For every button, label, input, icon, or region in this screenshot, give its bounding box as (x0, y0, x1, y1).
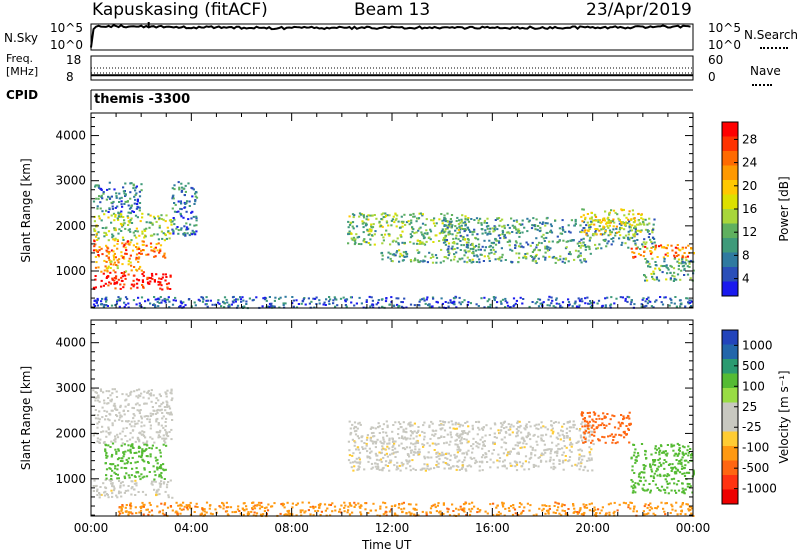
velocity-colorbar-swatch (722, 344, 738, 360)
date-title: 23/Apr/2019 (586, 0, 692, 20)
velocity-panel-frame (90, 319, 694, 517)
freq-label-line1: Freq. (6, 52, 34, 65)
noise-right-tick-bottom: 10^0 (708, 38, 741, 52)
velocity-colorbar-swatch (722, 402, 738, 418)
velocity-colorbar-label: Velocity [m s⁻¹] (777, 370, 791, 463)
velocity-colorbar-swatch (722, 417, 738, 432)
y-tick-label: 3000 (55, 174, 86, 188)
power-colorbar-swatch (722, 238, 738, 253)
velocity-colorbar-tick-label: -25 (742, 420, 762, 434)
velocity-colorbar-swatch (722, 446, 738, 461)
noise-right-tick-top: 10^5 (708, 21, 741, 35)
velocity-colorbar-swatch (722, 475, 738, 490)
nave-label: Nave (750, 64, 781, 78)
power-colorbar-tick-label: 8 (742, 248, 750, 262)
y-tick-label: 2000 (55, 219, 86, 233)
nave-dotted-line (752, 84, 772, 86)
power-colorbar-swatch (722, 209, 738, 224)
y-tick-label: 2000 (55, 426, 86, 440)
noise-left-tick-bottom: 10^0 (50, 38, 83, 52)
power-colorbar-swatch (722, 180, 738, 195)
freq-tick-bottom: 8 (66, 70, 74, 84)
velocity-colorbar-swatch (722, 388, 738, 403)
x-tick-label: 04:00 (174, 521, 209, 535)
power-colorbar-tick-label: 4 (742, 272, 750, 286)
velocity-colorbar-frame (721, 329, 739, 505)
power-colorbar-tick-label: 24 (742, 156, 757, 170)
power-colorbar-swatch (722, 165, 738, 181)
y-tick-label: 3000 (55, 381, 86, 395)
noise-right-label: N.Search (744, 28, 799, 42)
velocity-colorbar-tick-label: 25 (742, 400, 757, 414)
x-tick-label: 00:00 (74, 521, 109, 535)
nave-tick-bottom: 0 (708, 70, 716, 84)
nave-tick-top: 60 (708, 53, 724, 67)
x-tick-label: 00:00 (676, 521, 711, 535)
velocity-colorbar-swatch (722, 373, 738, 389)
x-tick-label: 16:00 (475, 521, 510, 535)
velocity-colorbar-swatch (722, 330, 738, 345)
cpid-label: CPID (6, 88, 39, 102)
x-tick-label: 20:00 (575, 521, 610, 535)
power-colorbar-tick-label: 16 (742, 202, 757, 216)
velocity-heatmap-cells (92, 388, 695, 518)
cpid-value: themis -3300 (94, 92, 191, 107)
velocity-colorbar-tick-label: -500 (742, 461, 769, 475)
velocity-colorbar-tick-label: 500 (742, 359, 765, 373)
power-panel-frame (90, 112, 694, 309)
power-colorbar-label: Power [dB] (777, 176, 791, 241)
y-tick-label: 1000 (55, 472, 86, 486)
noise-right-dotted-line (760, 47, 788, 49)
noise-left-label: N.Sky (4, 31, 39, 45)
velocity-colorbar-swatch (722, 489, 738, 505)
velocity-colorbar-tick-label: -1000 (742, 482, 777, 496)
beam-title: Beam 13 (354, 0, 431, 20)
freq-label-line2: [MHz] (6, 65, 39, 78)
power-colorbar-swatch (722, 281, 738, 297)
freq-tick-top: 18 (66, 53, 82, 67)
power-colorbar-swatch (722, 223, 738, 239)
velocity-colorbar-tick-label: 1000 (742, 338, 773, 352)
y-tick-label: 4000 (55, 336, 86, 350)
y-axis-label: Slant Range [km] (19, 158, 33, 262)
noise-line (90, 23, 691, 48)
x-tick-label: 12:00 (375, 521, 410, 535)
power-colorbar-tick-label: 20 (742, 179, 757, 193)
power-colorbar-swatch (722, 122, 738, 137)
power-colorbar-swatch (722, 136, 738, 152)
power-colorbar-swatch (722, 194, 738, 210)
noise-panel-frame (90, 23, 694, 51)
y-tick-label: 4000 (55, 129, 86, 143)
velocity-colorbar-swatch (722, 460, 738, 476)
velocity-colorbar-swatch (722, 359, 738, 374)
station-title: Kapuskasing (fitACF) (92, 0, 268, 20)
power-heatmap-cells (92, 181, 695, 310)
x-tick-label: 08:00 (274, 521, 309, 535)
y-axis-label: Slant Range [km] (19, 366, 33, 470)
velocity-colorbar-swatch (722, 431, 738, 447)
power-colorbar-swatch (722, 151, 738, 166)
velocity-colorbar-tick-label: 100 (742, 379, 765, 393)
power-colorbar-swatch (722, 252, 738, 268)
y-tick-label: 1000 (55, 264, 86, 278)
power-colorbar-tick-label: 28 (742, 132, 757, 146)
x-axis-label: Time UT (362, 538, 412, 552)
velocity-colorbar-tick-label: -100 (742, 441, 769, 455)
noise-left-tick-top: 10^5 (50, 21, 83, 35)
power-colorbar-tick-label: 12 (742, 225, 757, 239)
power-colorbar-swatch (722, 267, 738, 282)
